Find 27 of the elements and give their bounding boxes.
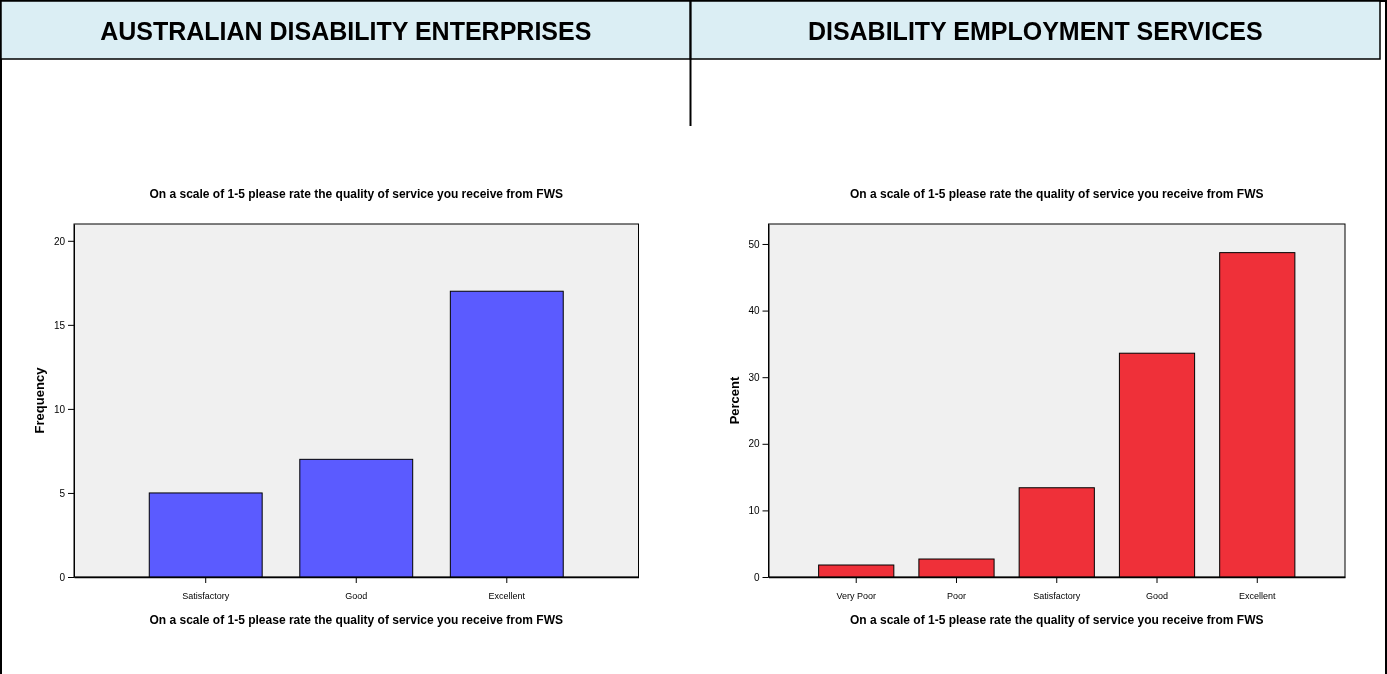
- x-tick-label: Poor: [946, 590, 966, 601]
- chart-title: DISABILITY EMPLOYMENT SERVICES: [807, 17, 1263, 45]
- x-tick-label: Excellent: [488, 590, 526, 601]
- x-tick-label: Good: [345, 590, 368, 601]
- y-tick-label: 50: [748, 238, 760, 250]
- y-tick-label: 20: [53, 235, 66, 247]
- chart-subtitle: On a scale of 1-5 please rate the quality of service you receive from FWS: [850, 187, 1264, 201]
- x-tick-label: Satisfactory: [182, 590, 230, 601]
- x-axis-title: On a scale of 1-5 please rate the quality of service you receive from FWS: [850, 613, 1264, 627]
- x-tick-label: Very Poor: [836, 590, 876, 601]
- x-tick-label: Satisfactory: [1033, 590, 1081, 601]
- x-axis-title: On a scale of 1-5 please rate the quality of service you receive from FWS: [149, 613, 563, 627]
- y-tick-label: 10: [748, 505, 760, 517]
- x-tick-label: Good: [1146, 590, 1169, 601]
- y-tick-label: 5: [59, 487, 66, 499]
- y-tick-label: 0: [59, 571, 66, 583]
- y-axis-title: Percent: [726, 375, 742, 425]
- y-tick-label: 0: [753, 571, 760, 583]
- y-tick-label: 15: [53, 319, 66, 331]
- y-tick-label: 20: [748, 438, 760, 450]
- y-axis-title: Frequency: [32, 366, 47, 434]
- chart-title: AUSTRALIAN DISABILITY ENTERPRISES: [100, 17, 592, 45]
- y-tick-label: 30: [748, 371, 760, 383]
- x-tick-label: Excellent: [1239, 590, 1277, 601]
- chart-subtitle: On a scale of 1-5 please rate the quality of service you receive from FWS: [149, 187, 563, 201]
- y-tick-label: 10: [53, 403, 66, 415]
- y-tick-label: 40: [748, 305, 760, 317]
